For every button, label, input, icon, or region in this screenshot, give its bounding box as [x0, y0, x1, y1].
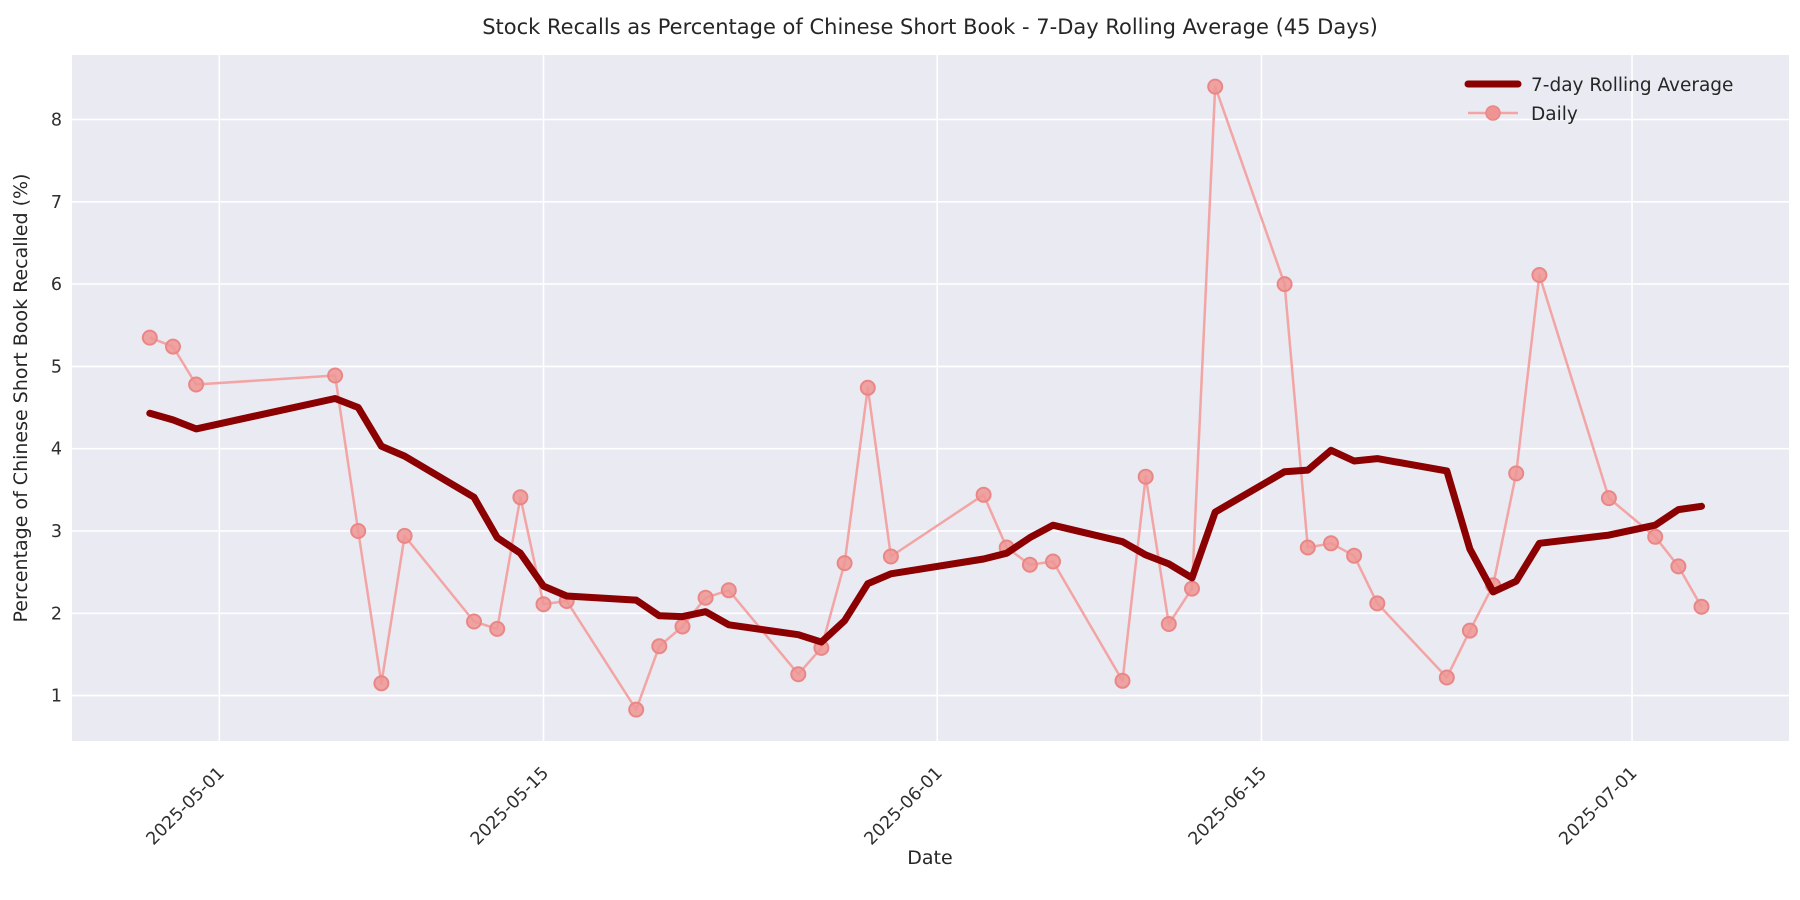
- daily-point: [535, 596, 552, 613]
- daily-point: [1438, 669, 1455, 686]
- daily-point: [674, 618, 691, 635]
- daily-point: [1137, 468, 1154, 485]
- daily-point: [512, 489, 529, 506]
- daily-point: [1045, 553, 1061, 570]
- x-tick-label: 2025-06-15: [1185, 763, 1271, 849]
- legend-rolling-label: 7-day Rolling Average: [1531, 75, 1733, 96]
- daily-point: [836, 555, 853, 572]
- legend-daily-marker-sample: [1485, 105, 1501, 121]
- daily-point: [697, 589, 714, 606]
- x-axis-label: Date: [907, 847, 952, 869]
- daily-point: [651, 638, 668, 655]
- daily-point: [1346, 547, 1363, 564]
- series-layer: [141, 78, 1710, 718]
- y-tick-label: 2: [51, 604, 62, 624]
- daily-point: [396, 527, 413, 544]
- daily-point: [859, 379, 876, 396]
- daily-point: [1184, 580, 1200, 597]
- x-tick-label: 2025-05-01: [143, 763, 229, 849]
- daily-point: [1323, 535, 1339, 552]
- daily-point: [1160, 616, 1177, 632]
- daily-point: [466, 613, 482, 630]
- y-tick-label: 5: [51, 357, 62, 377]
- daily-point: [1369, 595, 1386, 612]
- rolling-average-line: [146, 395, 1705, 646]
- daily-point: [350, 523, 367, 539]
- daily-point: [489, 620, 506, 637]
- daily-point: [975, 486, 992, 503]
- daily-point: [373, 675, 390, 692]
- daily-point: [188, 376, 205, 393]
- legend: 7-day Rolling Average Daily: [1464, 75, 1733, 125]
- x-tick-label: 2025-07-01: [1556, 763, 1642, 849]
- daily-point: [327, 367, 344, 384]
- y-tick-label: 7: [51, 193, 62, 213]
- daily-point: [628, 701, 645, 718]
- daily-point: [1693, 598, 1710, 615]
- daily-point: [1508, 465, 1525, 482]
- plot-area: [72, 55, 1789, 741]
- daily-point: [141, 329, 158, 346]
- y-tick-label: 8: [51, 111, 62, 131]
- daily-point: [790, 666, 807, 683]
- daily-point: [1531, 267, 1548, 283]
- daily-point: [1021, 556, 1038, 573]
- daily-point: [1600, 490, 1617, 507]
- x-tick-label: 2025-06-01: [861, 763, 947, 849]
- legend-daily-label: Daily: [1531, 104, 1578, 125]
- daily-point: [882, 548, 899, 565]
- daily-point: [1207, 78, 1224, 95]
- daily-point: [1276, 276, 1293, 293]
- daily-point: [1299, 539, 1316, 556]
- y-tick-label: 4: [51, 440, 62, 460]
- daily-point: [720, 582, 737, 599]
- daily-point: [1670, 558, 1687, 575]
- daily-point: [165, 338, 181, 355]
- daily-point: [1647, 528, 1664, 545]
- y-axis-label: Percentage of Chinese Short Book Recalle…: [10, 174, 32, 623]
- chart-title: Stock Recalls as Percentage of Chinese S…: [482, 15, 1378, 39]
- y-tick-label: 3: [51, 522, 62, 542]
- x-tick-label: 2025-05-15: [467, 763, 553, 849]
- y-tick-label: 6: [51, 275, 62, 295]
- daily-point: [1461, 622, 1478, 639]
- y-tick-label: 1: [51, 687, 62, 707]
- daily-point: [1114, 672, 1131, 689]
